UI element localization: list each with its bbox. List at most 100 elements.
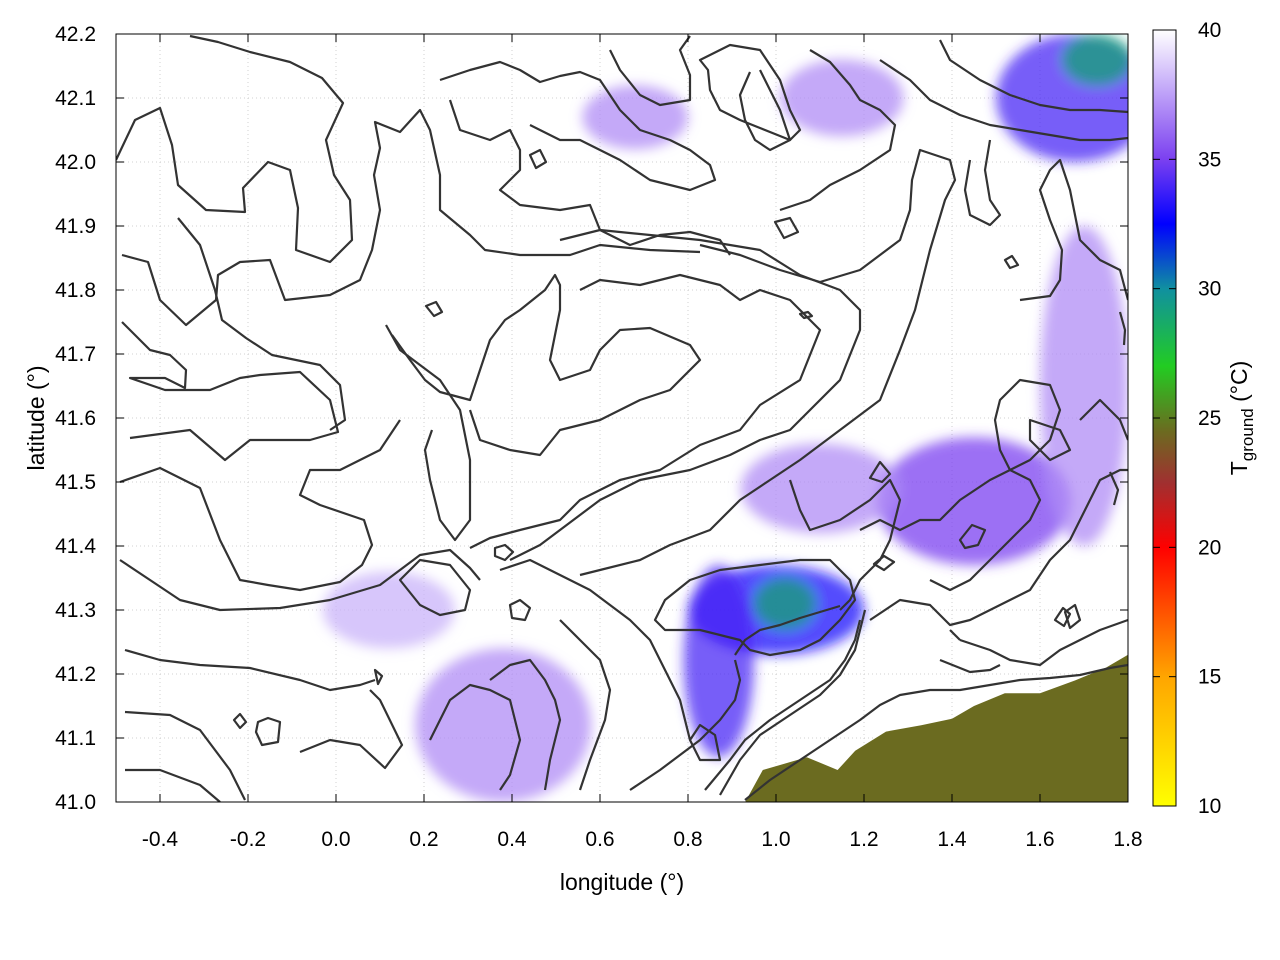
contour-lines <box>116 34 1128 802</box>
contour-line <box>499 558 692 741</box>
contour-line <box>119 419 401 592</box>
contour-line <box>1108 471 1120 506</box>
contour-line <box>653 558 857 657</box>
x-tick-label: 0.0 <box>321 828 350 851</box>
contour-line <box>398 558 472 617</box>
contour-line <box>116 34 354 264</box>
contour-line <box>1053 606 1072 628</box>
x-tick-label: -0.4 <box>142 828 179 851</box>
contour-line <box>373 668 384 686</box>
x-tick-label: 1.6 <box>1025 828 1054 851</box>
y-tick-label: 41.4 <box>55 535 96 558</box>
contour-line <box>125 768 221 802</box>
temperature-patch <box>1040 226 1128 546</box>
contour-line <box>1079 398 1128 441</box>
x-tick-label: 0.8 <box>673 828 702 851</box>
colorbar-tick-label: 25 <box>1198 407 1221 430</box>
contour-line <box>859 468 1042 592</box>
temperature-patch <box>1062 34 1128 86</box>
colorbar-tick-label: 40 <box>1198 19 1221 42</box>
contour-line <box>508 598 532 622</box>
contour-line <box>939 39 1128 114</box>
contour-line <box>469 273 822 549</box>
contour-line <box>879 59 1128 142</box>
contour-line <box>738 69 792 152</box>
y-tick-label: 41.3 <box>55 599 96 622</box>
contour-line <box>124 648 376 692</box>
contour-line <box>1019 158 1128 302</box>
contour-line <box>872 554 896 572</box>
contour-line <box>232 712 248 730</box>
x-tick-label: 1.8 <box>1113 828 1142 851</box>
contour-line <box>788 478 902 611</box>
y-tick-label: 41.6 <box>55 407 96 430</box>
contour-line <box>121 108 701 327</box>
contour-line <box>429 683 522 791</box>
y-tick-label: 41.7 <box>55 343 96 366</box>
contour-line <box>939 658 1001 674</box>
x-tick-label: 0.2 <box>409 828 438 851</box>
contour-line <box>868 460 892 484</box>
contour-line <box>629 659 742 791</box>
contour-line <box>559 619 612 791</box>
contour-line <box>493 543 515 562</box>
colorbar-tick-label: 20 <box>1198 536 1221 559</box>
y-tick-label: 41.0 <box>55 791 96 814</box>
temperature-patch <box>683 565 754 758</box>
contour-line <box>119 548 481 612</box>
contour-line <box>439 60 717 192</box>
contour-line <box>773 216 800 240</box>
temperature-patch <box>780 59 904 137</box>
y-tick-label: 42.1 <box>55 87 96 110</box>
y-tick-label: 42.0 <box>55 151 96 174</box>
contour-line <box>1118 311 1127 346</box>
contour-line <box>509 228 862 561</box>
y-axis-label: latitude (°) <box>23 365 49 470</box>
temperature-patch <box>582 85 688 150</box>
contour-line <box>424 300 444 318</box>
y-tick-label: 41.1 <box>55 727 96 750</box>
colorbar-label-main: T <box>1226 461 1252 475</box>
contour-line <box>579 148 957 577</box>
x-axis-label: longitude (°) <box>560 869 684 895</box>
contour-line <box>958 523 987 550</box>
colorbar-tick-label: 15 <box>1198 666 1221 689</box>
contour-line <box>744 663 1128 801</box>
temperature-patch <box>740 443 900 534</box>
grid <box>116 34 1128 802</box>
contour-line <box>949 629 961 641</box>
colorbar-ticks: 10 15 20 25 30 35 40 <box>1153 19 1221 818</box>
y-tick-label: 41.5 <box>55 471 96 494</box>
contour-line <box>124 710 246 801</box>
colorbar-tick-label: 10 <box>1198 795 1221 818</box>
contour-line <box>528 148 548 170</box>
y-tick-label: 41.2 <box>55 663 96 686</box>
contour-line <box>391 273 702 457</box>
contour-line <box>959 618 1128 667</box>
contour-line <box>254 716 282 747</box>
contour-line <box>177 217 347 431</box>
contour-line <box>385 324 472 542</box>
colorbar-label-unit: (°C) <box>1226 361 1252 409</box>
contour-line <box>798 310 814 320</box>
contour-line <box>734 604 841 656</box>
contour-line <box>779 49 897 212</box>
plot-area <box>116 34 1128 802</box>
y-tick-label: 41.8 <box>55 279 96 302</box>
x-tick-label: 1.4 <box>937 828 967 851</box>
x-tick-label: 0.6 <box>585 828 614 851</box>
contour-line <box>299 689 404 770</box>
sea-region <box>745 654 1128 802</box>
contour-line <box>719 609 867 796</box>
contour-line <box>963 139 1002 227</box>
contour-line <box>1028 418 1072 462</box>
contour-line <box>448 99 731 256</box>
colorbar-tick-label: 35 <box>1198 148 1221 171</box>
contour-line <box>121 321 340 462</box>
colorbar-label: Tground (°C) <box>1226 361 1257 476</box>
contour-line <box>688 723 722 762</box>
x-tick-label: 1.2 <box>849 828 878 851</box>
colorbar: 10 15 20 25 30 35 40 Tground (°C) <box>1152 19 1257 818</box>
temperature-patch <box>322 571 455 649</box>
